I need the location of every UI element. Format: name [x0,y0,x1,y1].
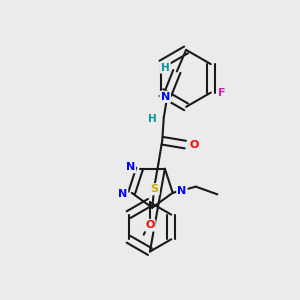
Text: N: N [118,189,127,200]
Text: O: O [190,140,199,150]
Text: H: H [161,63,170,73]
Text: N: N [161,92,170,102]
Text: F: F [218,88,225,98]
Text: N: N [126,162,135,172]
Text: O: O [145,220,154,230]
Text: H: H [148,114,157,124]
Text: S: S [151,184,158,194]
Text: N: N [177,185,187,196]
